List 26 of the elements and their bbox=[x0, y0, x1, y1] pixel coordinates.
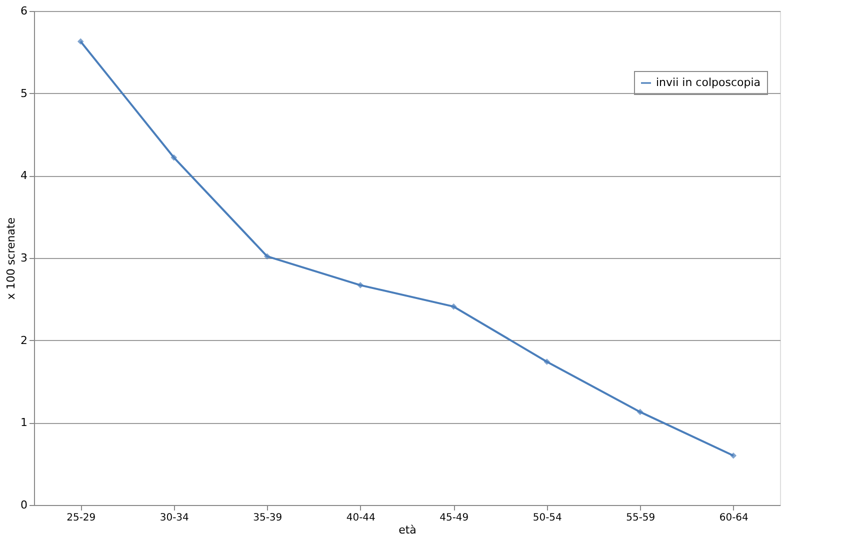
y-tick-label: 2 bbox=[20, 334, 28, 347]
x-tick-label: 45-49 bbox=[440, 512, 469, 524]
x-tick-label: 35-39 bbox=[253, 512, 282, 524]
x-tick-label: 50-54 bbox=[532, 512, 562, 524]
point bbox=[544, 358, 550, 365]
point bbox=[77, 38, 84, 45]
y-tick-label: 3 bbox=[20, 252, 28, 264]
y-tick-label: 1 bbox=[20, 416, 28, 430]
x-tick-label: 30-34 bbox=[160, 512, 189, 524]
y-tick-label: 4 bbox=[20, 169, 28, 182]
point bbox=[450, 303, 457, 310]
point bbox=[636, 408, 644, 416]
point bbox=[170, 154, 178, 161]
point bbox=[357, 282, 364, 288]
y-axis-title: x 100 screnate bbox=[4, 217, 18, 300]
x-tick-label: 55-59 bbox=[626, 512, 656, 524]
point bbox=[264, 253, 270, 260]
x-tick-label: 25-29 bbox=[66, 512, 96, 524]
x-tick-label: 60-64 bbox=[719, 512, 748, 524]
x-axis-title: età bbox=[398, 524, 416, 536]
y-tick-label: 5 bbox=[20, 86, 28, 100]
point bbox=[730, 452, 737, 459]
x-tick-label: 40-44 bbox=[346, 512, 376, 524]
y-tick-label: 0 bbox=[20, 498, 28, 512]
y-tick-label: 6 bbox=[20, 4, 28, 18]
legend-label: invii in colposcopia bbox=[656, 76, 761, 89]
